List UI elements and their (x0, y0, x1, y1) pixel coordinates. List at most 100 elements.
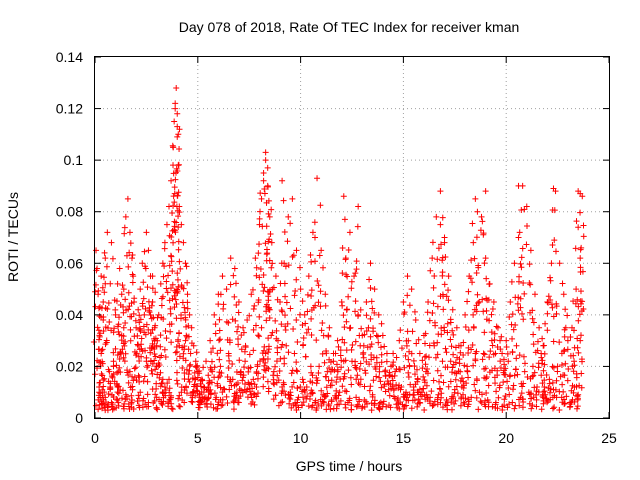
data-point (516, 273, 523, 280)
data-point (421, 407, 428, 414)
data-point (381, 343, 388, 350)
data-point (283, 299, 290, 306)
data-point (476, 298, 483, 305)
data-point (357, 381, 364, 388)
data-point (284, 238, 291, 245)
data-point (211, 390, 218, 397)
data-point (159, 376, 166, 383)
data-point (570, 298, 577, 305)
data-point (186, 378, 193, 385)
data-point (449, 393, 456, 400)
data-point (250, 390, 257, 397)
data-point (551, 237, 558, 244)
data-point (431, 342, 438, 349)
data-point (430, 377, 437, 384)
data-point (102, 280, 109, 287)
data-point (423, 391, 430, 398)
data-point (129, 386, 136, 393)
data-point (573, 383, 580, 390)
data-point (315, 370, 322, 377)
data-point (464, 403, 471, 410)
data-point (213, 405, 220, 412)
data-point (488, 311, 495, 318)
data-point (157, 343, 164, 350)
data-point (223, 318, 230, 325)
data-point (376, 406, 383, 413)
data-point (247, 388, 254, 395)
data-point (266, 213, 273, 220)
data-point (452, 376, 459, 383)
data-point (268, 206, 275, 213)
data-point (438, 241, 445, 248)
data-point (514, 300, 521, 307)
data-point (233, 301, 240, 308)
data-point (278, 344, 285, 351)
data-point (266, 314, 273, 321)
data-point (312, 397, 319, 404)
data-point (324, 390, 331, 397)
data-point (400, 393, 407, 400)
data-point (195, 404, 202, 411)
data-point (332, 394, 339, 401)
data-point (512, 366, 519, 373)
data-point (529, 363, 536, 370)
data-point (240, 372, 247, 379)
data-point (103, 263, 110, 270)
data-point (539, 335, 546, 342)
data-point (207, 337, 214, 344)
data-point (439, 254, 446, 261)
data-point (497, 337, 504, 344)
data-point (334, 368, 341, 375)
data-point (226, 386, 233, 393)
data-point (379, 332, 386, 339)
data-point (279, 341, 286, 348)
data-point (105, 300, 112, 307)
data-point (92, 288, 99, 295)
data-point (217, 291, 224, 298)
data-point (104, 305, 111, 312)
data-point (549, 241, 556, 248)
data-point (371, 309, 378, 316)
data-point (301, 386, 308, 393)
data-point (218, 369, 225, 376)
data-point (139, 397, 146, 404)
data-point (430, 300, 437, 307)
data-point (168, 285, 174, 292)
data-point (236, 357, 243, 364)
data-point (305, 273, 312, 280)
data-point (488, 337, 495, 344)
data-point (510, 326, 517, 333)
data-point (134, 398, 141, 405)
data-point (362, 370, 369, 377)
data-point (132, 317, 139, 324)
data-point (462, 395, 469, 402)
data-point (400, 298, 407, 305)
data-point (280, 197, 287, 204)
data-point (176, 209, 183, 216)
data-point (549, 405, 556, 412)
data-point (125, 372, 132, 379)
data-point (357, 306, 364, 313)
data-point (99, 372, 106, 379)
data-point (547, 277, 554, 284)
data-point (418, 393, 425, 400)
data-point (288, 404, 295, 411)
data-point (153, 405, 160, 412)
data-point (235, 323, 242, 330)
data-point (308, 315, 315, 322)
data-point (296, 264, 303, 271)
data-point (472, 387, 479, 394)
data-point (107, 385, 114, 392)
data-point (572, 245, 579, 252)
data-point (524, 222, 531, 229)
data-point (361, 383, 368, 390)
data-point (526, 261, 533, 268)
data-point (363, 298, 370, 305)
data-point (171, 184, 178, 191)
data-point (355, 203, 362, 210)
data-point (493, 388, 500, 395)
data-point (129, 251, 136, 258)
data-point (419, 357, 426, 364)
data-point (99, 284, 106, 291)
data-point (377, 344, 384, 351)
